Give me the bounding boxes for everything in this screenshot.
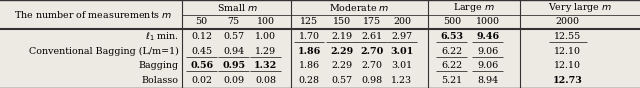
Text: 500: 500	[443, 18, 461, 26]
Text: 0.08: 0.08	[255, 76, 276, 85]
Text: 150: 150	[333, 18, 351, 26]
Text: 0.09: 0.09	[223, 76, 244, 85]
Text: 0.02: 0.02	[191, 76, 212, 85]
Text: 0.12: 0.12	[191, 32, 212, 41]
Text: $\ell_1$ min.: $\ell_1$ min.	[145, 30, 179, 43]
Text: 100: 100	[257, 18, 275, 26]
Text: 2000: 2000	[556, 18, 580, 26]
Text: 1000: 1000	[476, 18, 500, 26]
Text: 0.94: 0.94	[223, 47, 244, 56]
Text: 1.23: 1.23	[391, 76, 413, 85]
Text: 2.97: 2.97	[391, 32, 413, 41]
Text: 2.29: 2.29	[330, 47, 353, 56]
Text: 0.56: 0.56	[190, 62, 213, 70]
Text: 2.70: 2.70	[362, 62, 382, 70]
Text: 9.06: 9.06	[477, 47, 499, 56]
Text: 0.57: 0.57	[223, 32, 244, 41]
Text: 1.32: 1.32	[254, 62, 277, 70]
Text: 2.29: 2.29	[331, 62, 353, 70]
Text: 6.22: 6.22	[441, 62, 463, 70]
Text: 12.55: 12.55	[554, 32, 581, 41]
Text: 9.46: 9.46	[476, 32, 499, 41]
Text: 1.86: 1.86	[298, 62, 320, 70]
Text: 200: 200	[393, 18, 411, 26]
Text: 0.95: 0.95	[222, 62, 245, 70]
Text: 1.86: 1.86	[298, 47, 321, 56]
Text: 1.70: 1.70	[299, 32, 319, 41]
Text: 6.22: 6.22	[441, 47, 463, 56]
Text: 2.61: 2.61	[361, 32, 383, 41]
Text: 9.06: 9.06	[477, 62, 499, 70]
Text: 1.00: 1.00	[255, 32, 276, 41]
Text: 12.10: 12.10	[554, 47, 581, 56]
Text: 3.01: 3.01	[391, 62, 413, 70]
Text: 175: 175	[363, 18, 381, 26]
Text: 1.29: 1.29	[255, 47, 276, 56]
Text: 2.19: 2.19	[331, 32, 353, 41]
Text: 2.70: 2.70	[360, 47, 383, 56]
Text: 12.73: 12.73	[553, 76, 582, 85]
Text: Very large $m$: Very large $m$	[548, 1, 612, 14]
Text: The number of measurements $m$: The number of measurements $m$	[13, 9, 172, 20]
Text: Bagging: Bagging	[138, 62, 179, 70]
Text: 0.28: 0.28	[299, 76, 319, 85]
Text: Large $m$: Large $m$	[452, 1, 495, 14]
Text: 8.94: 8.94	[477, 76, 499, 85]
Text: 0.57: 0.57	[331, 76, 353, 85]
Text: 6.53: 6.53	[440, 32, 463, 41]
Text: 3.01: 3.01	[390, 47, 413, 56]
Text: Moderate $m$: Moderate $m$	[329, 2, 390, 13]
Text: 0.45: 0.45	[191, 47, 212, 56]
Text: 12.10: 12.10	[554, 62, 581, 70]
Text: Bolasso: Bolasso	[141, 76, 179, 85]
Text: Small $m$: Small $m$	[218, 2, 259, 13]
Text: 50: 50	[196, 18, 207, 26]
Text: 125: 125	[300, 18, 318, 26]
Text: 75: 75	[228, 18, 239, 26]
Text: 5.21: 5.21	[441, 76, 463, 85]
Text: Conventional Bagging (L/m=1): Conventional Bagging (L/m=1)	[29, 47, 179, 56]
Text: 0.98: 0.98	[361, 76, 383, 85]
